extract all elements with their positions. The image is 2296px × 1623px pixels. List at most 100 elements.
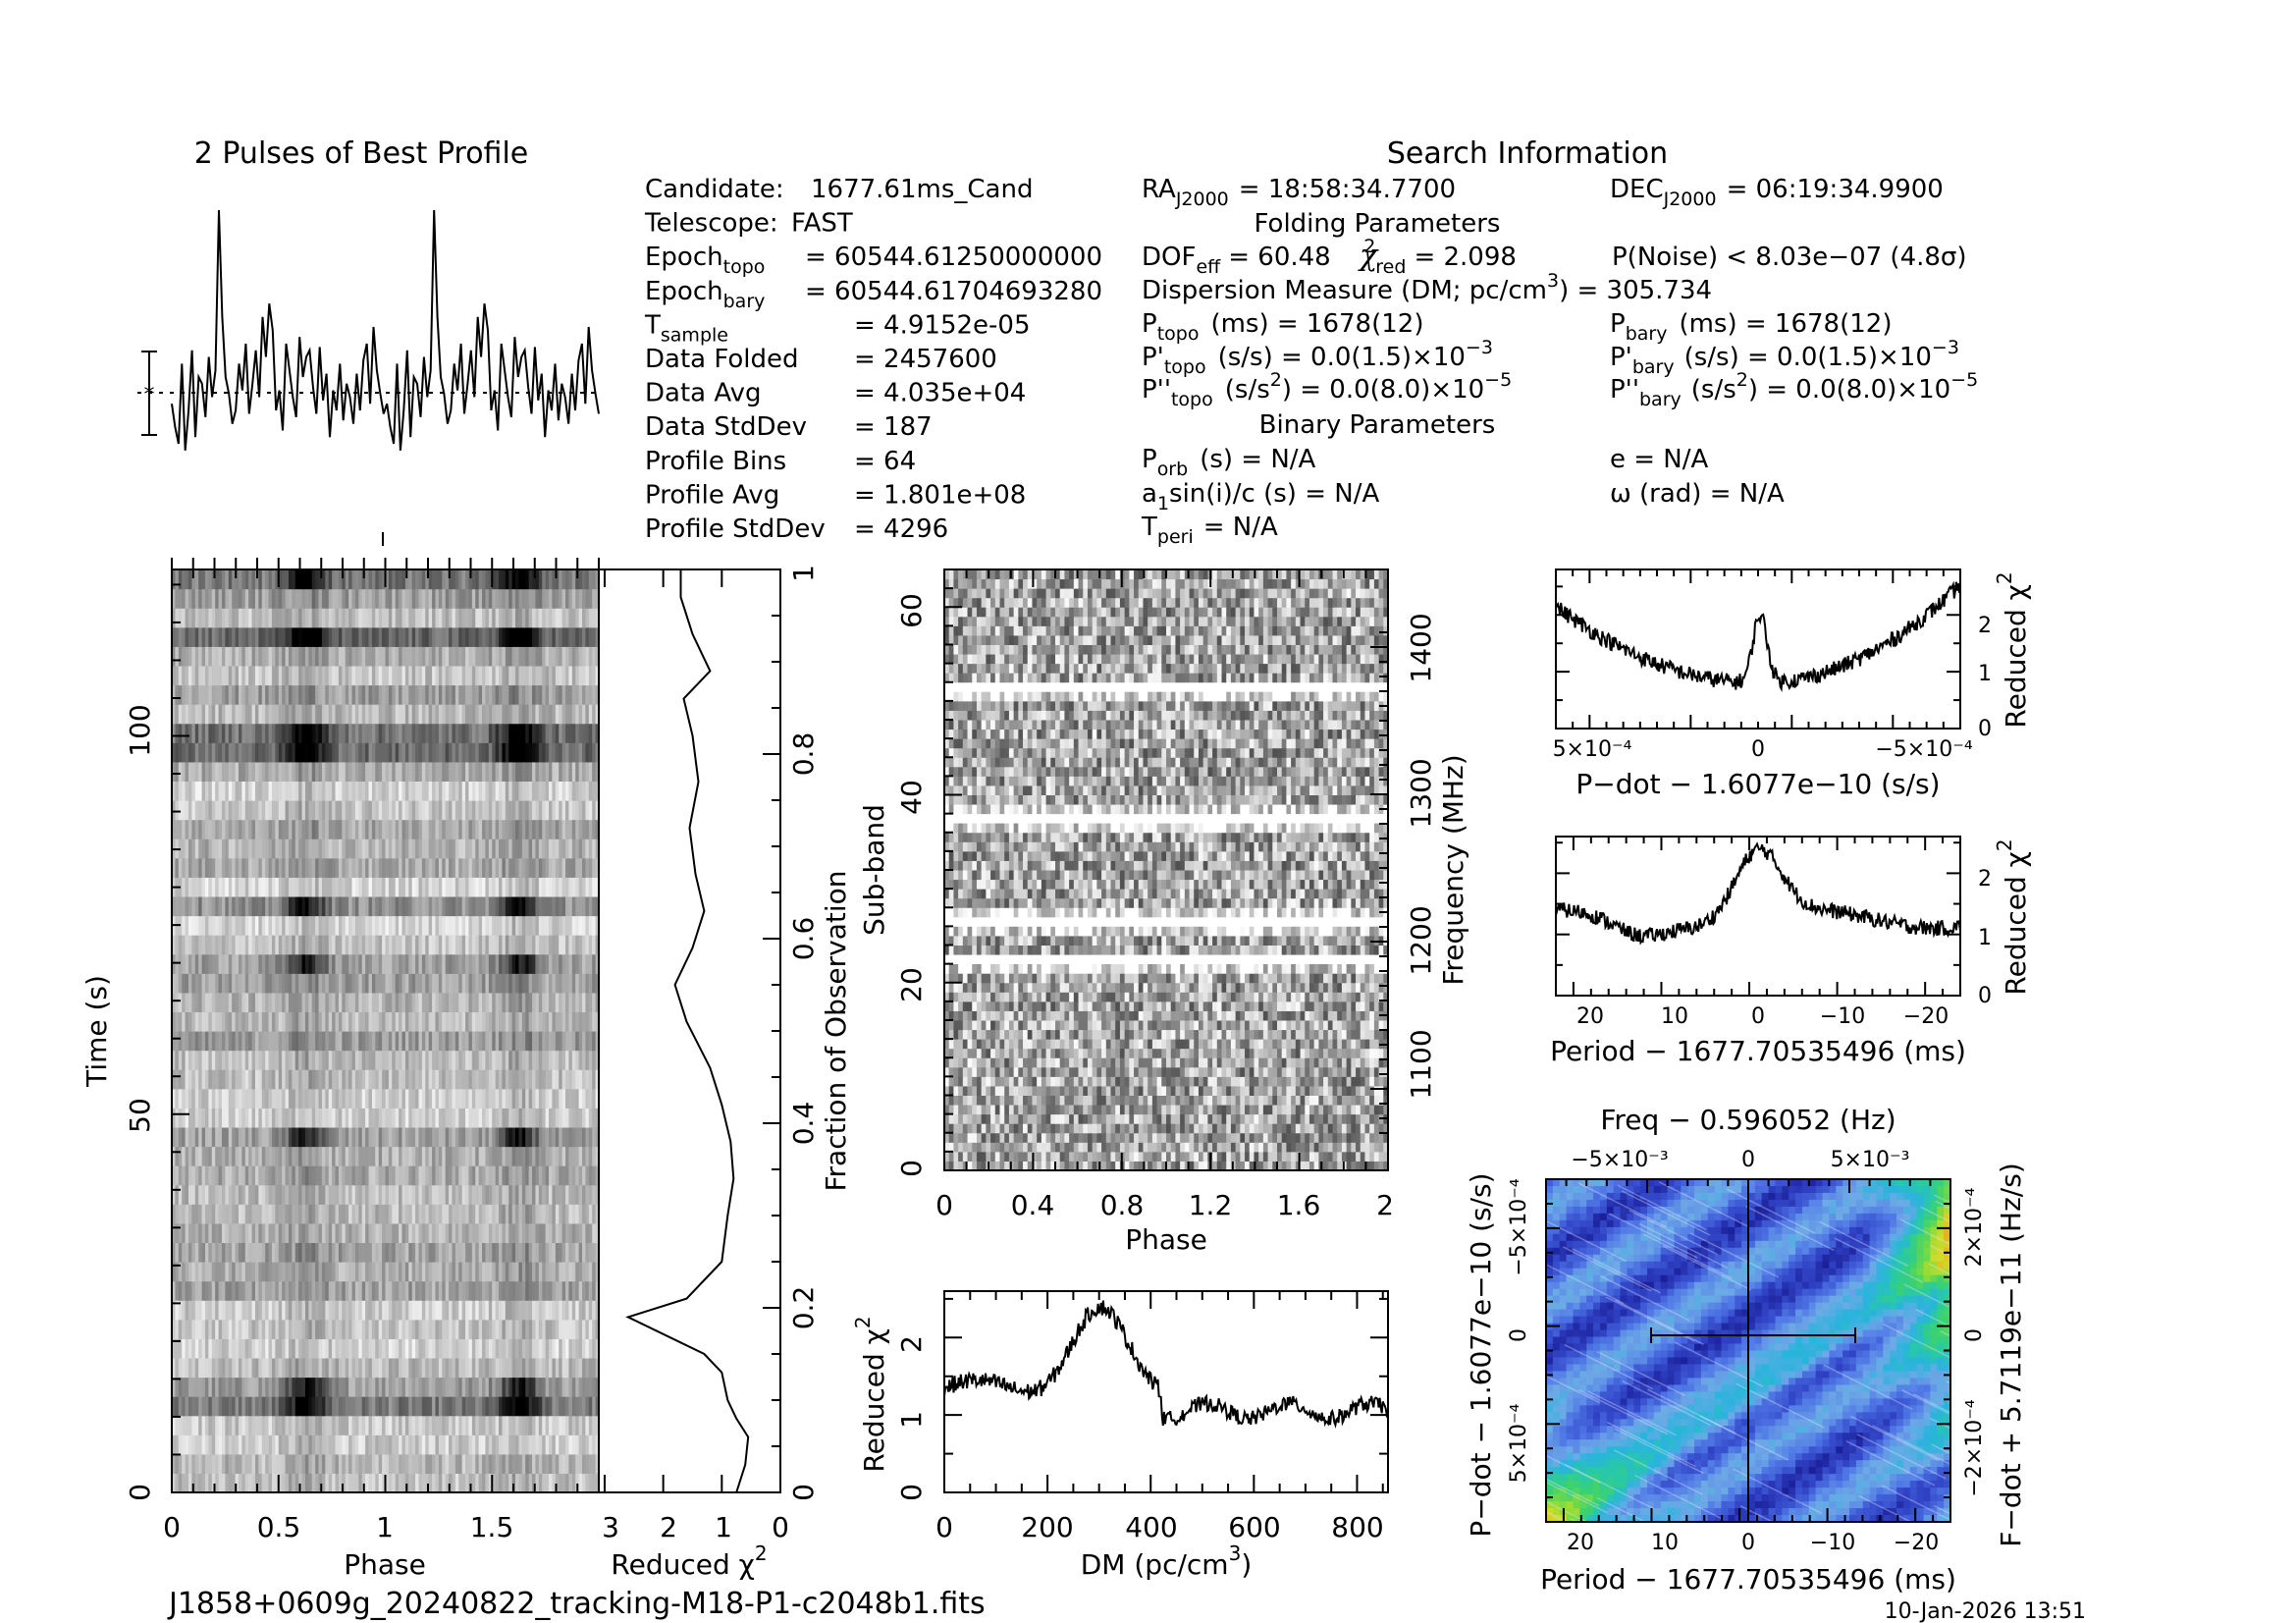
tp-cell (342, 1280, 347, 1301)
tp-cell (511, 1396, 516, 1417)
tp-cell (425, 800, 430, 821)
tp-cell (271, 839, 276, 859)
tp-cell (187, 1108, 192, 1128)
tp-cell (185, 1338, 189, 1359)
tp-cell (301, 1126, 306, 1148)
tp-cell (435, 1050, 440, 1070)
tp-cell (378, 1434, 383, 1455)
tp-cell (582, 1242, 587, 1263)
tp-cell (418, 1050, 423, 1070)
tp-cell (342, 1146, 347, 1166)
tp-cell (542, 915, 547, 936)
tp-cell (285, 1377, 290, 1397)
tp-cell (488, 1300, 493, 1321)
tp-cell (432, 800, 437, 821)
tp-cell (538, 1222, 543, 1244)
tp-cell (465, 1415, 470, 1435)
tp-cell (211, 800, 216, 821)
tp-cell (251, 761, 256, 783)
tp-cell (325, 1262, 330, 1282)
tp-cell (478, 781, 483, 801)
tp-cell (508, 1146, 513, 1166)
tp-cell (225, 992, 230, 1013)
tp-cell (418, 1473, 423, 1493)
tp-cell (185, 877, 189, 897)
tp-cell (471, 1415, 476, 1435)
tp-cell (354, 857, 359, 878)
tp-cell (528, 1204, 533, 1224)
tp-cell (392, 1473, 397, 1493)
tp-cell (461, 1242, 466, 1263)
tp-cell (585, 1126, 590, 1148)
tp-cell (325, 915, 330, 936)
tp-cell (198, 935, 203, 955)
tp-cell (285, 1396, 290, 1417)
tp-cell (401, 839, 406, 859)
tp-cell (221, 915, 226, 936)
tp-cell (342, 1031, 347, 1052)
tp-cell (561, 1050, 566, 1070)
tp-cell (561, 895, 566, 917)
tp-cell (395, 1126, 400, 1148)
tp-cell (499, 1300, 504, 1321)
tp-cell (515, 781, 520, 801)
tp-cell (421, 781, 426, 801)
tp-cell (468, 1415, 473, 1435)
tp-cell (338, 1453, 343, 1475)
tp-cell (371, 1300, 376, 1321)
tp-cell (375, 742, 380, 763)
tp-cell (278, 1088, 283, 1109)
tp-cell (345, 1453, 349, 1475)
tp-cell (565, 1222, 570, 1244)
tp-cell (445, 1146, 450, 1166)
tp-cell (254, 1126, 259, 1148)
tp-cell (582, 1011, 587, 1032)
tp-cell (432, 935, 437, 955)
tp-cell (292, 1377, 296, 1397)
tp-cell (182, 895, 187, 917)
tp-cell (211, 1357, 216, 1379)
tp-cell (575, 1357, 580, 1379)
tp-cell (248, 1126, 253, 1148)
tp-cell (442, 1280, 447, 1301)
tp-cell (475, 1280, 480, 1301)
tp-cell (345, 1031, 349, 1052)
tp-cell (248, 1031, 253, 1052)
tp-cell (521, 1011, 526, 1032)
tp-cell (225, 953, 230, 974)
tp-cell (191, 1204, 196, 1224)
tp-cell (315, 1453, 320, 1475)
tp-cell (461, 1069, 466, 1090)
tp-cell (358, 839, 363, 859)
tp-cell (559, 1126, 563, 1148)
tp-cell (191, 1300, 196, 1321)
tp-cell (265, 973, 270, 994)
tp-cell (452, 1242, 456, 1263)
tp-cell (228, 915, 233, 936)
tp-cell (285, 1126, 290, 1148)
tp-cell (244, 1434, 249, 1455)
tp-cell (278, 819, 283, 839)
tp-cell (401, 1434, 406, 1455)
tp-cell (438, 781, 443, 801)
tp-cell (521, 1434, 526, 1455)
tp-cell (388, 1453, 393, 1475)
tp-cell (298, 1050, 303, 1070)
tp-cell (571, 1357, 576, 1379)
tp-cell (351, 761, 356, 783)
tp-cell (552, 1146, 557, 1166)
tp-cell (265, 1453, 270, 1475)
tp-cell (535, 1031, 540, 1052)
tp-cell (172, 1473, 176, 1493)
tp-cell (385, 1473, 390, 1493)
tp-cell (258, 895, 263, 917)
tp-cell (492, 1396, 497, 1417)
tp-cell (552, 1300, 557, 1321)
tp-cell (511, 1262, 516, 1282)
tp-cell (461, 1473, 466, 1493)
tp-cell (399, 1280, 403, 1301)
tp-cell (592, 857, 597, 878)
tp-cell (328, 973, 333, 994)
tp-cell (418, 1165, 423, 1186)
tp-cell (228, 992, 233, 1013)
